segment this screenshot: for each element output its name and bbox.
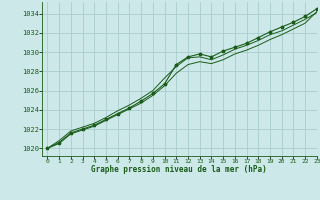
X-axis label: Graphe pression niveau de la mer (hPa): Graphe pression niveau de la mer (hPa) — [91, 165, 267, 174]
